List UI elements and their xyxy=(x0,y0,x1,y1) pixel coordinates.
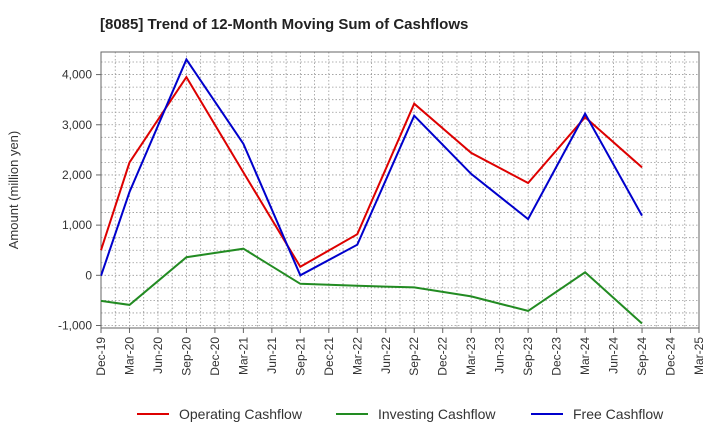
plot-frame xyxy=(100,51,700,329)
x-tick-label: Jun-22 xyxy=(379,337,393,374)
x-tick-label: Mar-22 xyxy=(350,337,364,375)
legend-label-investing-cashflow: Investing Cashflow xyxy=(378,406,496,422)
y-tick-labels: -1,000 0 1,000 2,000 3,000 4,000 xyxy=(58,68,101,332)
x-tick-label: Jun-21 xyxy=(265,337,279,374)
x-tick-label: Dec-24 xyxy=(664,337,678,376)
chart-title: [8085] Trend of 12-Month Moving Sum of C… xyxy=(100,16,469,33)
x-tick-label: Dec-20 xyxy=(208,337,222,376)
x-tick-label: Dec-21 xyxy=(322,337,336,376)
y-tick-label: 0 xyxy=(85,268,92,282)
legend: Operating Cashflow Investing Cashflow Free… xyxy=(137,406,664,422)
x-tick-label: Sep-20 xyxy=(179,337,193,376)
x-tick-label: Dec-22 xyxy=(436,337,450,376)
free-cashflow-line xyxy=(100,57,643,277)
y-tick-label: 3,000 xyxy=(62,118,92,132)
x-tick-label: Jun-20 xyxy=(151,337,165,374)
x-tick-label: Sep-23 xyxy=(521,337,535,376)
x-tick-label: Mar-24 xyxy=(578,337,592,375)
series-layer xyxy=(100,57,643,325)
x-tick-label: Sep-21 xyxy=(293,337,307,376)
x-tick-label: Mar-21 xyxy=(236,337,250,375)
y-tick-label: 4,000 xyxy=(62,68,92,82)
legend-label-free-cashflow: Free Cashflow xyxy=(573,406,664,422)
x-tick-labels: Dec-19 Mar-20 Jun-20 Sep-20 Dec-20 Mar-21 Jun-… xyxy=(94,328,706,376)
x-tick-label: Dec-23 xyxy=(550,337,564,376)
legend-label-operating-cashflow: Operating Cashflow xyxy=(179,406,303,422)
investing-cashflow-line xyxy=(100,247,643,325)
grid-layer xyxy=(101,52,699,328)
x-tick-label: Jun-24 xyxy=(607,337,621,374)
x-tick-label: Mar-20 xyxy=(122,337,136,375)
y-axis-label: Amount (million yen) xyxy=(6,131,21,250)
x-tick-label: Sep-24 xyxy=(635,337,649,376)
x-tick-label: Dec-19 xyxy=(94,337,108,376)
y-tick-label: 2,000 xyxy=(62,168,92,182)
y-tick-label: -1,000 xyxy=(58,318,92,332)
x-tick-label: Mar-25 xyxy=(692,337,706,375)
x-tick-label: Sep-22 xyxy=(407,337,421,376)
x-tick-label: Mar-23 xyxy=(464,337,478,375)
y-tick-label: 1,000 xyxy=(62,218,92,232)
x-tick-label: Jun-23 xyxy=(493,337,507,374)
